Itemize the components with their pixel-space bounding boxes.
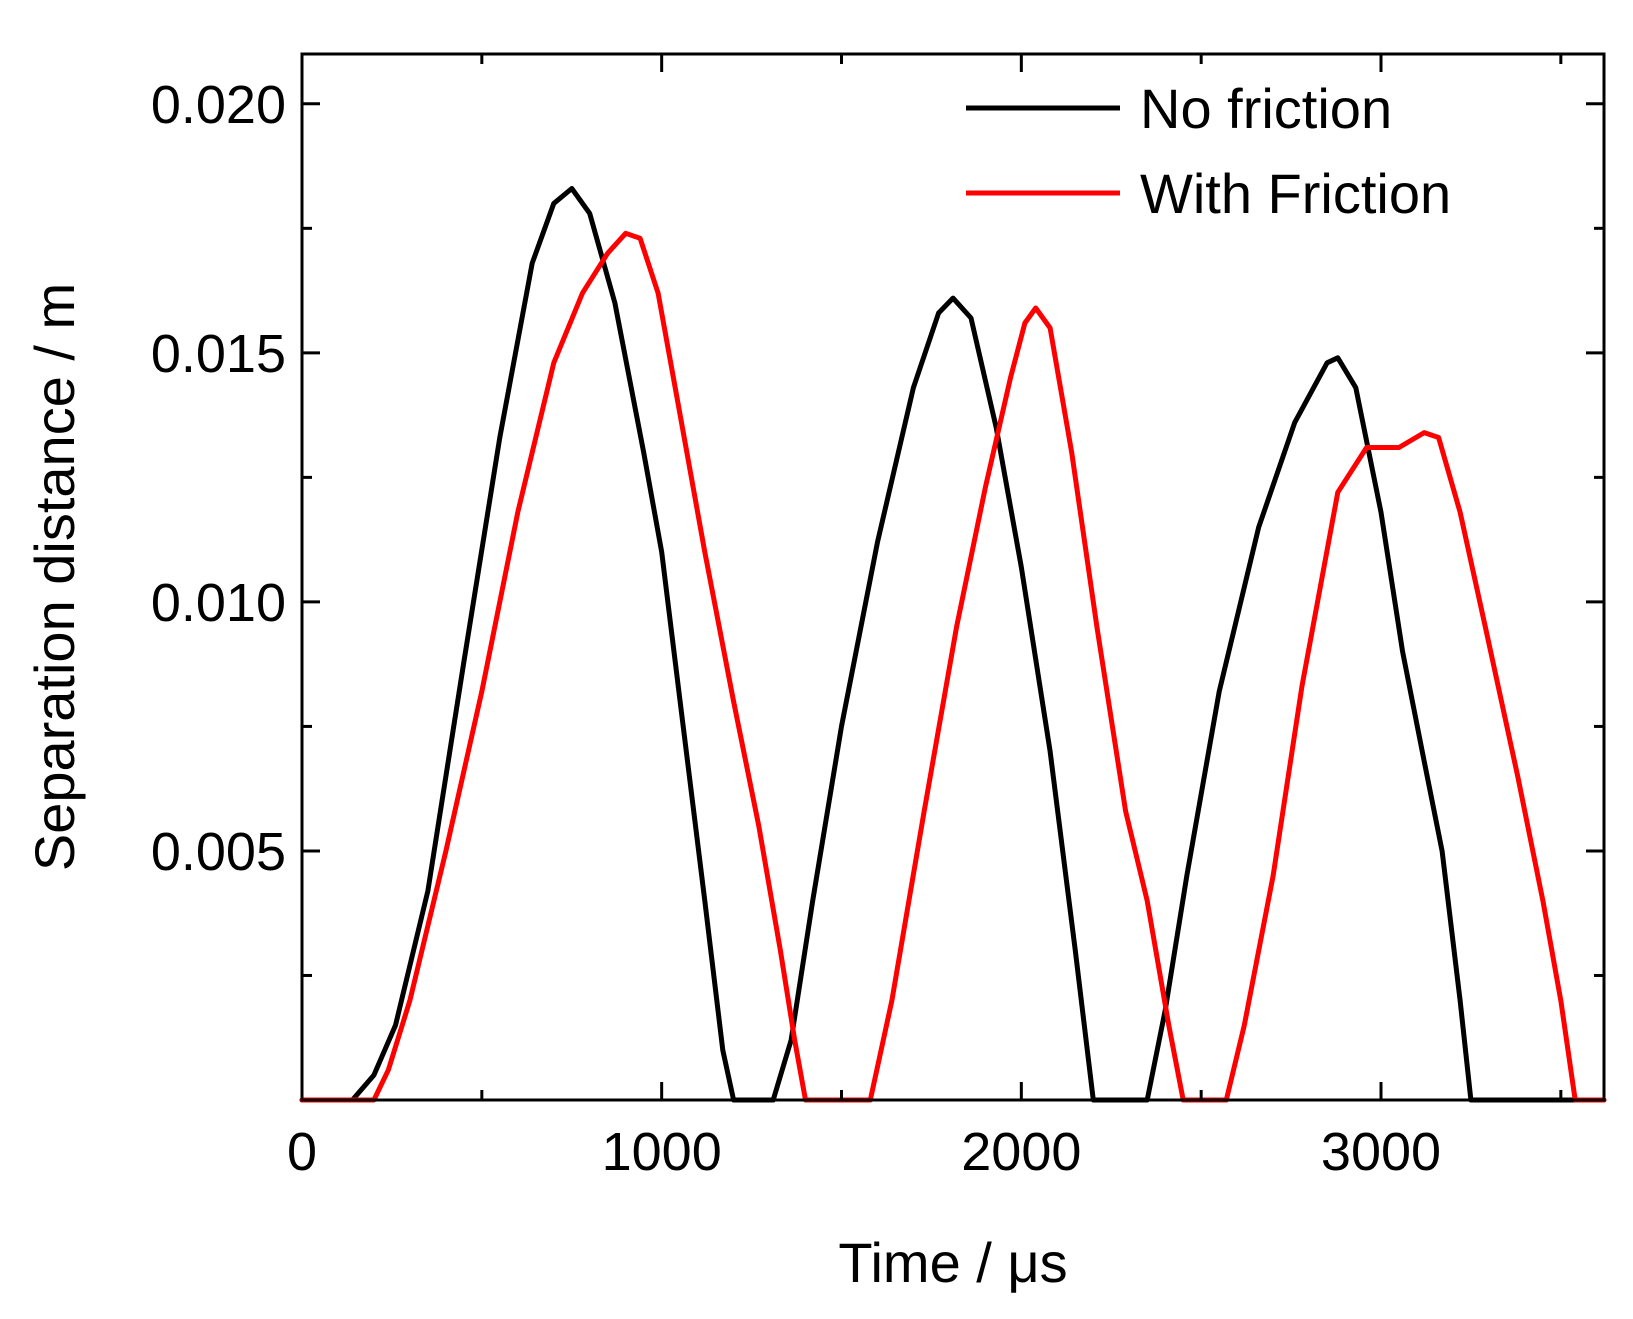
series-line-2 [299,230,1607,1103]
legend-label-1: No friction [1140,77,1392,140]
y-tick-label: 0.020 [151,75,286,135]
legend-label-2: With Friction [1140,162,1451,225]
x-tick-label: 0 [287,1122,317,1182]
x-axis-title: Time / μs [838,1231,1067,1294]
y-tick-label: 0.015 [151,324,286,384]
x-tick-label: 1000 [602,1122,722,1182]
series-line-1 [299,186,1607,1103]
legend: No friction With Friction [966,77,1451,225]
plot-area [299,186,1607,1103]
y-tick-label: 0.005 [151,822,286,882]
plot-frame [300,52,1606,1102]
x-tick-label: 2000 [961,1122,1081,1182]
y-axis-title: Separation distance / m [23,283,86,871]
y-tick-label: 0.010 [151,573,286,633]
x-tick-label: 3000 [1321,1122,1441,1182]
axis-ticks: 0 1000 2000 3000 0.005 0.010 0.015 0.020 [151,54,1604,1182]
